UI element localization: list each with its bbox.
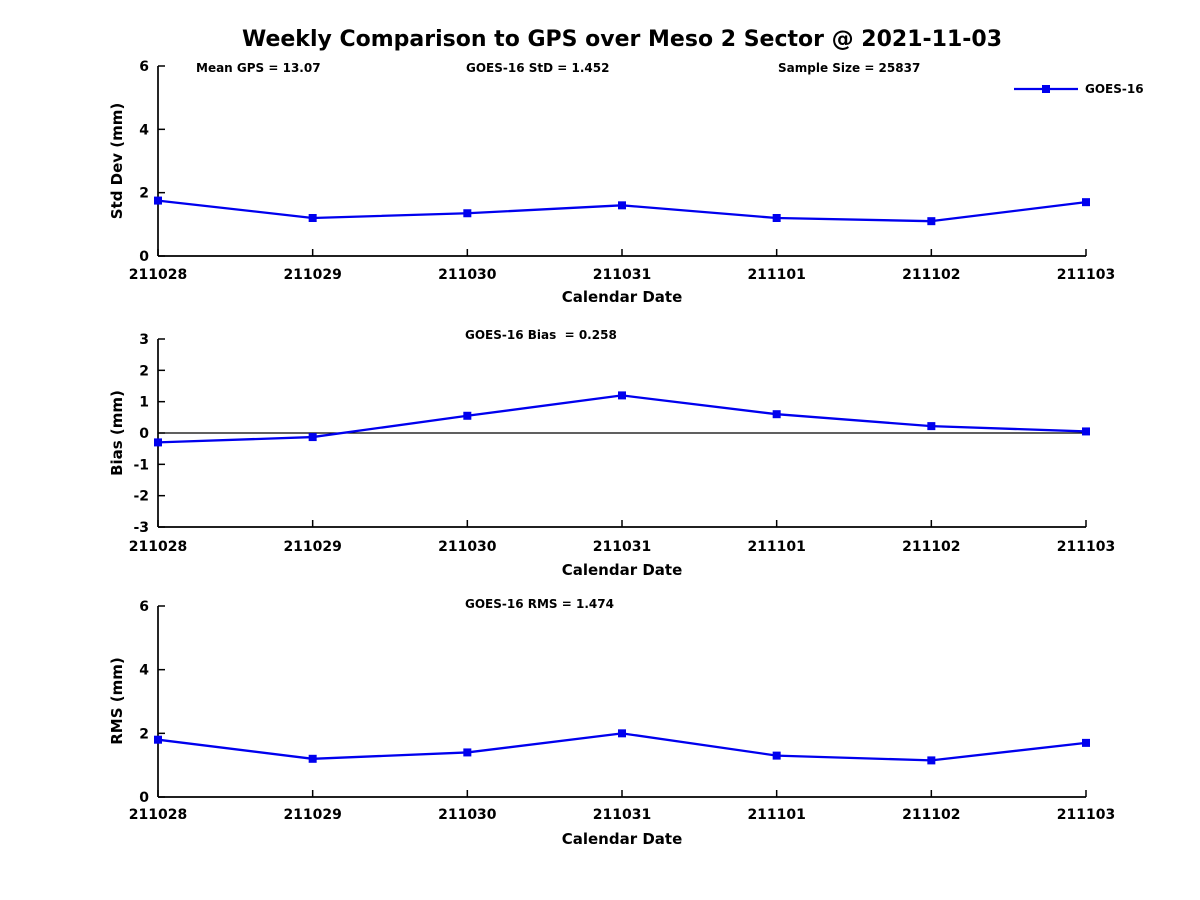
- data-point-marker: [463, 209, 472, 218]
- annotation-mean-gps: Mean GPS = 13.07: [196, 61, 321, 75]
- data-point-marker: [927, 756, 936, 765]
- x-tick-label: 211101: [747, 267, 805, 283]
- data-point-marker: [772, 410, 781, 419]
- y-tick-label: 0: [139, 426, 149, 442]
- data-point-marker: [154, 438, 162, 447]
- x-tick-label: 211030: [438, 267, 497, 283]
- y-axis-label: Std Dev (mm): [108, 103, 126, 220]
- x-tick-label: 211028: [129, 807, 187, 823]
- x-tick-label: 211028: [129, 267, 187, 283]
- data-point-marker: [308, 214, 317, 222]
- y-tick-label: 0: [139, 249, 149, 265]
- y-tick-label: -3: [133, 520, 149, 536]
- y-tick-label: 6: [139, 59, 149, 75]
- x-tick-label: 211031: [593, 267, 651, 283]
- x-tick-label: 211029: [283, 539, 341, 555]
- data-point-marker: [618, 201, 626, 210]
- y-tick-label: 3: [139, 332, 149, 348]
- annotation-goes16-std: GOES-16 StD = 1.452: [466, 61, 610, 75]
- x-tick-label: 211031: [593, 539, 651, 555]
- x-axis-label: Calendar Date: [562, 830, 683, 848]
- x-tick-label: 211028: [129, 539, 187, 555]
- series-line: [157, 732, 1087, 762]
- x-tick-label: 211031: [593, 807, 651, 823]
- series-line: [157, 394, 1087, 444]
- data-point-marker: [308, 754, 317, 763]
- y-tick-label: 0: [139, 790, 149, 806]
- y-tick-label: 4: [139, 663, 149, 679]
- data-point-marker: [463, 748, 472, 757]
- data-point-marker: [927, 217, 936, 226]
- data-point-marker: [618, 729, 626, 738]
- y-tick-label: 4: [139, 122, 149, 138]
- y-tick-label: 6: [139, 599, 149, 615]
- x-tick-label: 211030: [438, 539, 497, 555]
- data-point-marker: [1082, 738, 1090, 747]
- y-tick-label: -2: [133, 489, 149, 505]
- x-tick-label: 211103: [1057, 267, 1115, 283]
- x-tick-label: 211029: [283, 267, 341, 283]
- x-tick-label: 211103: [1057, 539, 1115, 555]
- x-tick-label: 211101: [747, 807, 805, 823]
- legend: GOES-16: [1014, 82, 1144, 96]
- y-tick-label: 2: [139, 363, 149, 379]
- x-tick-label: 211102: [902, 267, 960, 283]
- data-point-marker: [618, 391, 626, 400]
- subplot-bias-mm: -3 -2 -1 0 1 2 3 211028 211029 211030 211031 211101…: [108, 332, 1115, 579]
- legend-line-marker-icon: [1014, 85, 1078, 93]
- x-axis-label: Calendar Date: [562, 288, 683, 306]
- x-axis-label: Calendar Date: [562, 561, 683, 579]
- x-tick-label: 211102: [902, 539, 960, 555]
- y-tick-label: -1: [133, 457, 149, 473]
- y-tick-label: 2: [139, 186, 149, 202]
- data-point-marker: [1082, 427, 1090, 436]
- x-tick-label: 211101: [747, 539, 805, 555]
- data-point-marker: [154, 735, 162, 744]
- y-axis-label: Bias (mm): [108, 390, 126, 476]
- data-point-marker: [772, 751, 781, 760]
- x-tick-label: 211030: [438, 807, 497, 823]
- y-axis-label: RMS (mm): [108, 657, 126, 744]
- data-point-marker: [154, 196, 162, 205]
- legend-label: GOES-16: [1085, 82, 1144, 96]
- data-point-marker: [308, 433, 317, 442]
- data-point-marker: [927, 422, 936, 431]
- subplot-rms-mm: 0 2 4 6 211028 211029 211030 211031 211101 211102…: [108, 599, 1115, 848]
- data-point-marker: [463, 411, 472, 420]
- x-tick-label: 211029: [283, 807, 341, 823]
- x-tick-label: 211103: [1057, 807, 1115, 823]
- subplot-std-dev-mm: 0 2 4 6 211028 211029 211030 211031 211101 211102…: [108, 59, 1115, 306]
- annotation-goes16-bias: GOES-16 Bias = 0.258: [465, 328, 617, 342]
- y-tick-label: 1: [139, 395, 149, 411]
- annotation-sample-size: Sample Size = 25837: [778, 61, 921, 75]
- x-tick-label: 211102: [902, 807, 960, 823]
- data-point-marker: [1082, 198, 1090, 207]
- y-tick-label: 2: [139, 726, 149, 742]
- data-point-marker: [772, 214, 781, 222]
- figure-title: Weekly Comparison to GPS over Meso 2 Sec…: [241, 27, 1003, 52]
- annotation-goes16-rms: GOES-16 RMS = 1.474: [465, 597, 614, 611]
